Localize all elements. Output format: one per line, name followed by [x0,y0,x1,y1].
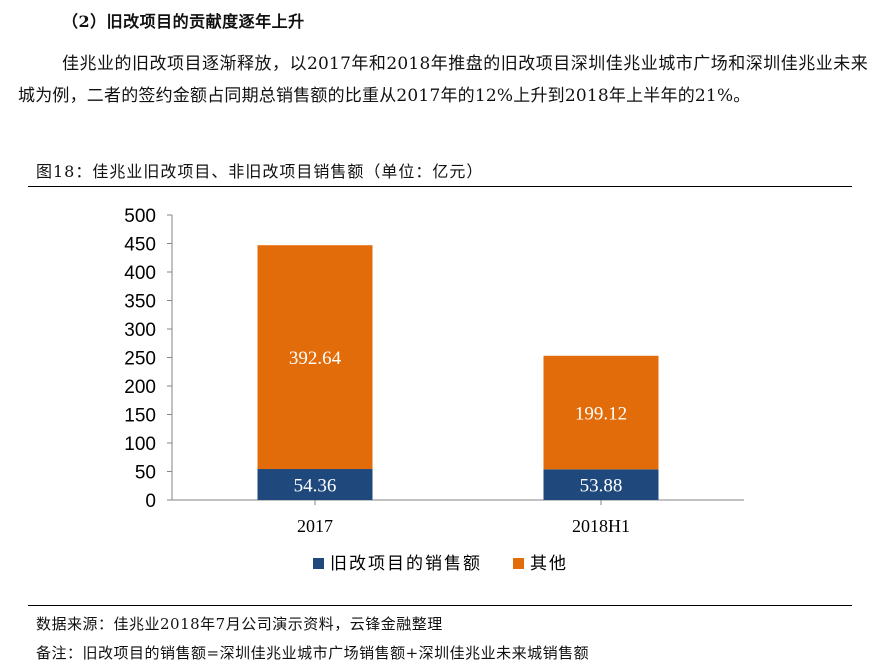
data-source: 数据来源：佳兆业2018年7月公司演示资料，云锋金融整理 [36,615,443,633]
legend-label: 其他 [530,554,568,574]
y-tick-label: 500 [124,206,156,227]
legend-swatch [313,558,324,569]
y-tick-label: 300 [124,320,156,341]
legend-swatch [513,558,524,569]
body-paragraph: 佳兆业的旧改项目逐渐释放，以2017年和2018年推盘的旧改项目深圳佳兆业城市广… [18,54,868,106]
data-label: 392.64 [289,348,342,369]
y-tick-label: 400 [124,263,156,284]
legend-label: 旧改项目的销售额 [330,554,482,574]
bar-segment [543,355,659,470]
y-tick-label: 100 [124,434,156,455]
bar-segment [257,245,373,470]
y-tick-label: 250 [124,349,156,370]
data-label: 53.88 [580,476,623,497]
bar-segment [543,469,659,500]
data-label: 199.12 [575,404,627,425]
y-tick-label: 200 [124,377,156,398]
data-label: 54.36 [294,476,337,497]
y-tick-label: 0 [145,491,156,512]
y-tick-label: 150 [124,406,156,427]
figure-bottom-rule [28,605,852,606]
footnote: 备注：旧改项目的销售额=深圳佳兆业城市广场销售额+深圳佳兆业未来城销售额 [36,644,590,662]
y-tick-label: 350 [124,292,156,313]
x-tick-label: 2018H1 [572,516,630,536]
section-title: （2）旧改项目的贡献度逐年上升 [62,12,305,31]
x-tick-label: 2017 [297,516,333,536]
figure-title: 图18：佳兆业旧改项目、非旧改项目销售额（单位：亿元） [36,162,484,181]
bar-segment [257,469,373,500]
stacked-bar-chart: 0 50 100 150 200 250 300 350 400 450 500 54.36 392.6… [124,206,744,574]
y-tick-label: 50 [135,463,156,484]
y-tick-label: 450 [124,235,156,256]
figure-top-rule [28,186,852,187]
